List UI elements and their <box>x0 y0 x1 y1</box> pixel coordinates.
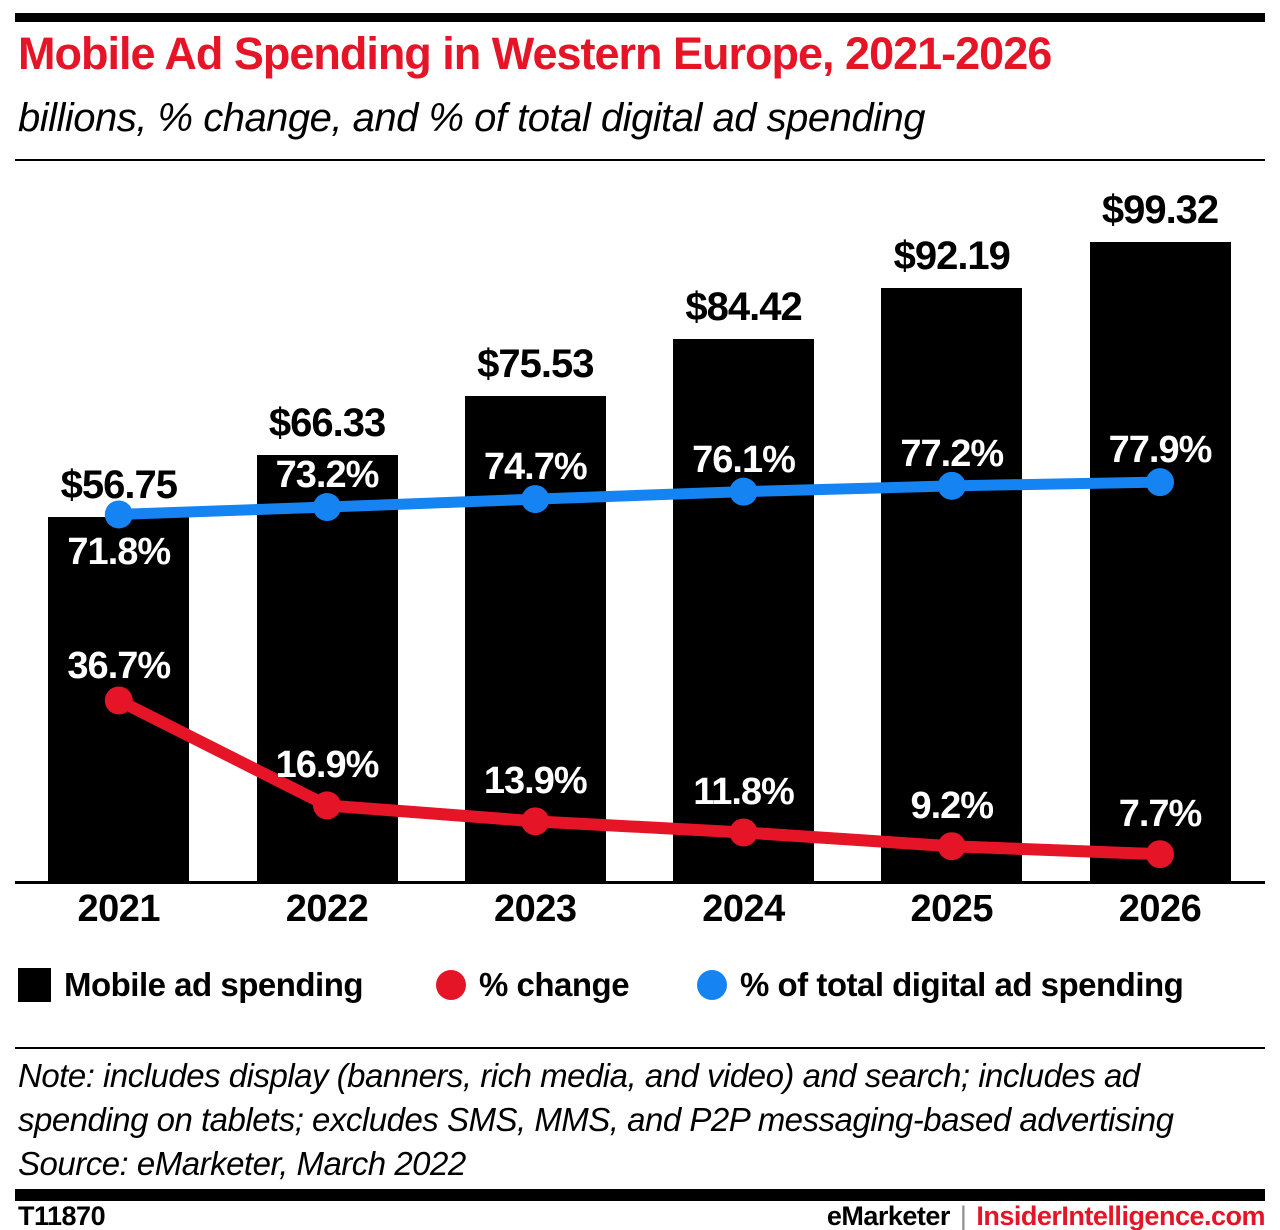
bar-2023 <box>464 395 606 883</box>
x-axis-tick-label: 2022 <box>285 888 369 930</box>
pct-change-point <box>729 818 758 847</box>
pct-change-point <box>937 832 966 861</box>
pct-change-label: 36.7% <box>67 645 171 688</box>
x-axis-tick-label: 2026 <box>1118 888 1202 930</box>
legend-swatch-blue-line <box>697 970 727 1000</box>
brand-emarketer: eMarketer <box>826 1200 951 1230</box>
pct-of-total-label: 71.8% <box>67 531 171 574</box>
footer: T11870 eMarketer | InsiderIntelligence.c… <box>18 1200 1266 1230</box>
pct-of-total-line <box>113 476 1166 520</box>
note-block: Note: includes display (banners, rich me… <box>18 1054 1268 1186</box>
brand-separator: | <box>959 1200 967 1230</box>
pct-of-total-point <box>1146 468 1174 497</box>
chart-id: T11870 <box>18 1200 106 1230</box>
note-divider <box>15 1047 1265 1049</box>
x-axis-tick-label: 2024 <box>702 888 785 930</box>
pct-of-total-label: 73.2% <box>275 454 380 497</box>
pct-of-total-point <box>104 500 133 529</box>
pct-of-total-label: 77.9% <box>1108 429 1213 472</box>
legend-item-mobile-ad-spending: Mobile ad spending <box>18 962 364 1008</box>
bar-value-label: $84.42 <box>685 284 802 329</box>
footer-accent-bar <box>15 1189 1265 1201</box>
pct-of-total-label: 77.2% <box>900 432 1004 475</box>
legend-label: Mobile ad spending <box>64 966 364 1003</box>
bar-value-label: $99.32 <box>1101 188 1219 233</box>
pct-of-total-point <box>521 485 550 514</box>
x-axis-tick-label: 2023 <box>493 888 577 930</box>
pct-change-label: 16.9% <box>275 744 380 787</box>
bar-value-label: $75.53 <box>477 341 594 386</box>
pct-of-total-label: 74.7% <box>483 446 588 489</box>
header-divider <box>15 159 1265 161</box>
legend-swatch-red-line <box>436 970 466 1000</box>
x-axis-tick-label: 2025 <box>910 888 994 930</box>
pct-change-point <box>104 686 133 715</box>
pct-change-label: 7.7% <box>1118 793 1203 836</box>
source-line: Source: eMarketer, March 2022 <box>18 1145 466 1182</box>
pct-change-label: 13.9% <box>483 760 588 803</box>
bar-2026 <box>1089 242 1231 883</box>
legend-label: % change <box>479 966 630 1003</box>
note-line: spending on tablets; excludes SMS, MMS, … <box>18 1101 1174 1138</box>
pct-of-total-label: 76.1% <box>692 438 796 481</box>
pct-of-total-point <box>937 471 966 500</box>
pct-change-point <box>1146 840 1174 869</box>
legend-item-pct-of-total: % of total digital ad spending <box>697 962 1184 1008</box>
note-line: Note: includes display (banners, rich me… <box>18 1057 1140 1094</box>
legend-item-pct-change: % change <box>436 962 630 1008</box>
pct-of-total-point <box>313 493 342 522</box>
footer-brand: eMarketer | InsiderIntelligence.com <box>826 1200 1266 1230</box>
pct-change-label: 11.8% <box>693 771 795 814</box>
bar-2025 <box>881 288 1023 883</box>
bar-2024 <box>673 338 815 883</box>
pct-of-total-point <box>729 477 758 506</box>
chart-title: Mobile Ad Spending in Western Europe, 20… <box>18 28 1052 79</box>
bar-value-label: $66.33 <box>268 401 386 446</box>
legend-label: % of total digital ad spending <box>740 966 1184 1003</box>
brand-site: InsiderIntelligence.com <box>976 1200 1265 1230</box>
top-accent-bar <box>15 13 1265 22</box>
legend-swatch-bar <box>18 968 51 1002</box>
x-axis-line <box>15 881 1265 884</box>
chart-subtitle: billions, % change, and % of total digit… <box>18 96 925 140</box>
pct-change-line <box>112 694 1166 861</box>
pct-change-point <box>521 807 550 836</box>
pct-change-point <box>313 791 342 820</box>
pct-change-label: 9.2% <box>910 785 994 828</box>
bar-value-label: $92.19 <box>893 234 1011 279</box>
x-axis-tick-label: 2021 <box>77 888 161 930</box>
bar-value-label: $56.75 <box>60 463 178 508</box>
